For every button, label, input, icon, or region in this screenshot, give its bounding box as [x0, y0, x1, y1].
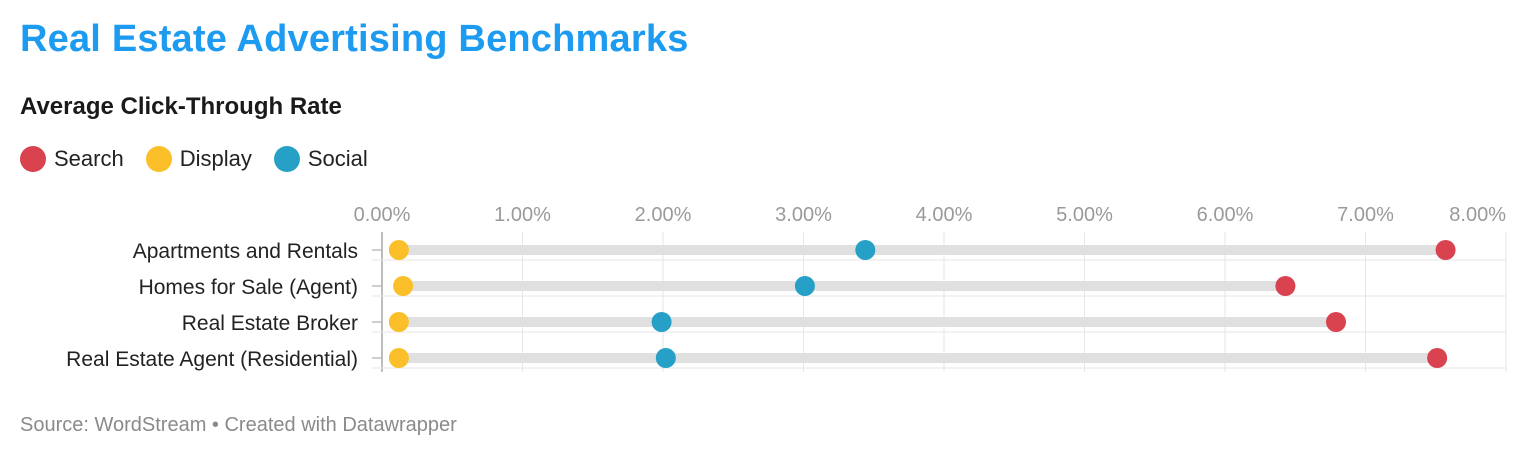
dot-social — [794, 276, 815, 296]
dot-search — [1427, 348, 1448, 368]
x-tick-label: 5.00% — [1056, 204, 1113, 226]
dot-social — [855, 240, 876, 260]
legend-swatch-search — [20, 146, 46, 172]
dot-display — [388, 312, 409, 332]
dot-search — [1275, 276, 1296, 296]
x-tick-label: 7.00% — [1337, 204, 1394, 226]
row-label: Apartments and Rentals — [133, 240, 358, 263]
dot-social — [655, 348, 676, 368]
x-tick-label: 2.00% — [635, 204, 692, 226]
legend-label-search: Search — [54, 146, 124, 171]
dot-social — [651, 312, 672, 332]
legend-label-display: Display — [179, 146, 252, 171]
dot-display — [388, 348, 409, 368]
x-tick-label: 6.00% — [1197, 204, 1254, 226]
x-tick-label: 3.00% — [775, 204, 832, 226]
chart-subtitle: Average Click-Through Rate — [20, 93, 342, 120]
x-tick-label: 1.00% — [494, 204, 551, 226]
dot-display — [393, 276, 414, 296]
chart-title: Real Estate Advertising Benchmarks — [20, 18, 689, 60]
legend-item-search: Search — [20, 146, 124, 172]
legend-label-social: Social — [307, 146, 368, 171]
legend-swatch-display — [145, 146, 172, 172]
legend: Search Display Social — [20, 146, 390, 172]
x-tick-label: 4.00% — [916, 204, 973, 226]
legend-item-display: Display — [145, 146, 252, 172]
x-tick-label: 0.00% — [354, 204, 411, 226]
dot-display — [388, 240, 409, 260]
source-note: Source: WordStream • Created with Datawr… — [20, 414, 457, 436]
x-tick-label: 8.00% — [1449, 204, 1506, 226]
dot-search — [1325, 312, 1346, 332]
row-label: Real Estate Broker — [182, 312, 358, 335]
legend-item-social: Social — [273, 146, 368, 172]
legend-swatch-social — [273, 146, 300, 172]
row-label: Homes for Sale (Agent) — [139, 276, 358, 299]
dot-search — [1435, 240, 1456, 260]
row-label: Real Estate Agent (Residential) — [66, 348, 358, 371]
